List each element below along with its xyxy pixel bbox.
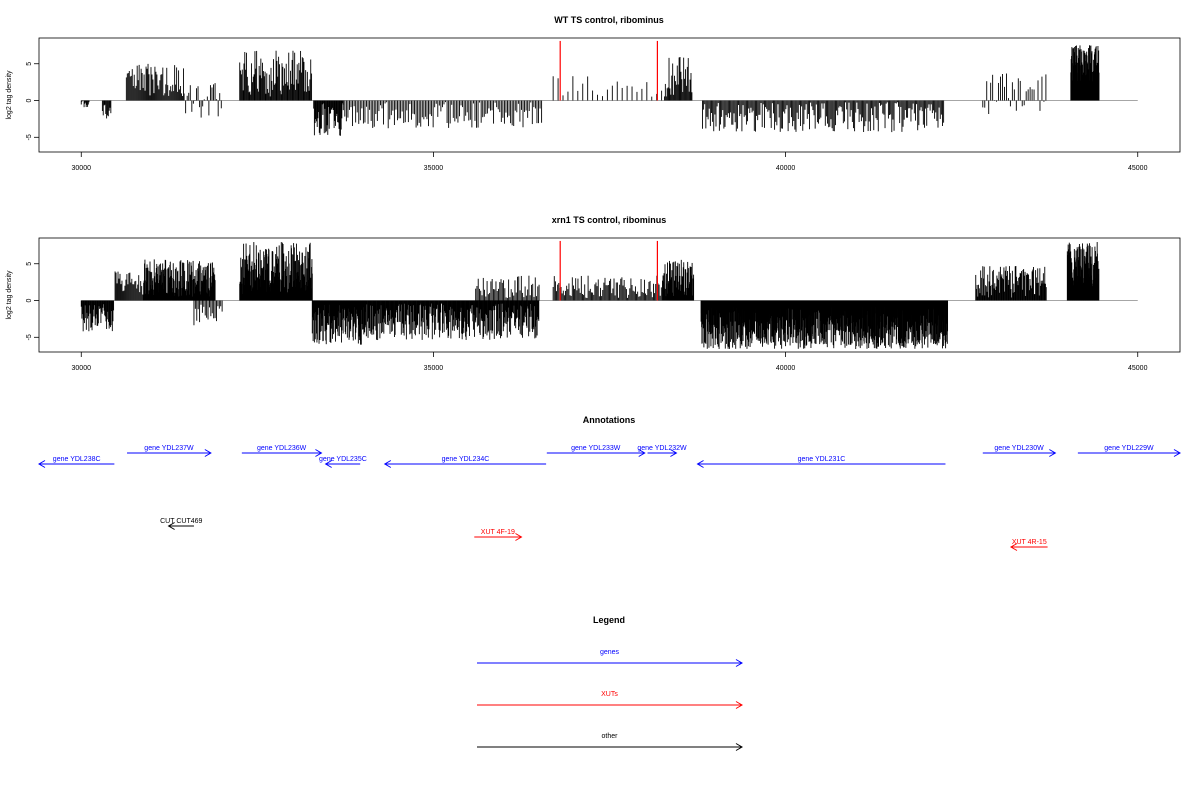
chart-title-xrn1: xrn1 TS control, ribominus [552, 215, 667, 225]
gene-label: gene YDL234C [442, 456, 490, 463]
plot-frame [38, 237, 1181, 353]
plot-area-wt: 30000 35000 40000 45000 -5 0 5 [26, 37, 1181, 172]
arrow-head [735, 659, 743, 667]
xut-arrow: XUT 4F-19 [474, 529, 523, 541]
gene-label: gene YDL236W [257, 445, 307, 452]
gene-arrow: gene YDL238C [38, 456, 115, 468]
gene-arrow: gene YDL230W [982, 445, 1057, 457]
arrow-head [383, 460, 392, 468]
y-tick-label: 0 [26, 298, 33, 302]
gene-arrow: gene YDL232W [637, 445, 687, 457]
xut-track: XUT 4F-19 XUT 4R-15 [474, 529, 1048, 551]
arrow-head [315, 449, 323, 457]
gene-arrow: gene YDL235C [319, 456, 367, 468]
gene-arrow: gene YDL234C [383, 456, 547, 468]
gene-arrow: gene YDL236W [241, 445, 323, 457]
arrow-head [1173, 449, 1181, 457]
legend-label: other [602, 733, 619, 740]
gene-track: gene YDL238C gene YDL237W gene YDL236W gene… [38, 445, 1181, 468]
arrow-head [515, 533, 523, 541]
gene-label: gene YDL238C [53, 456, 101, 463]
arrow-head [696, 460, 704, 468]
y-tick-label: 5 [26, 62, 33, 66]
bar-series [80, 242, 1100, 349]
x-tick-label: 30000 [72, 365, 92, 372]
x-tick-label: 30000 [72, 165, 92, 172]
other-label: CUT CUT469 [160, 518, 202, 525]
x-tick-label: 40000 [776, 365, 796, 372]
annotation-tracks: gene YDL238C gene YDL237W gene YDL236W gene… [38, 445, 1181, 551]
x-tick-label: 45000 [1128, 365, 1148, 372]
arrow-head [735, 743, 743, 751]
annotations-title: Annotations [583, 415, 636, 425]
arrow-head [1009, 543, 1018, 551]
gene-arrow: gene YDL237W [127, 445, 212, 457]
gene-label: gene YDL231C [798, 456, 846, 463]
arrow-head [1049, 449, 1057, 457]
arrow-head [735, 701, 743, 709]
gene-arrow: gene YDL229W [1077, 445, 1181, 457]
bar-series [80, 45, 1100, 136]
y-tick-label: 0 [26, 98, 33, 102]
gene-label: gene YDL230W [994, 445, 1044, 452]
legend-label: genes [600, 649, 620, 656]
arrow-head [324, 460, 332, 468]
gene-arrow: gene YDL233W [546, 445, 646, 457]
y-axis-label-xrn1: log2 tag density [6, 270, 13, 320]
legend-label: XUTs [601, 691, 618, 698]
panel-wt: WT TS control, ribominus log2 tag densit… [6, 15, 1181, 172]
arrow-head [167, 522, 175, 530]
plot-area-xrn1: 30000 35000 40000 45000 -5 0 5 [26, 237, 1181, 372]
x-tick-label: 35000 [424, 165, 444, 172]
legend-items: genes XUTs other [477, 649, 743, 751]
gene-label: gene YDL237W [144, 445, 194, 452]
gene-label: gene YDL235C [319, 456, 367, 463]
other-arrow: CUT CUT469 [160, 518, 203, 530]
legend-item: other [477, 733, 743, 751]
gene-label: gene YDL229W [1104, 445, 1154, 452]
panel-xrn1: xrn1 TS control, ribominus log2 tag dens… [6, 215, 1181, 372]
y-tick-label: -5 [26, 134, 33, 140]
x-tick-label: 40000 [776, 165, 796, 172]
xut-label: XUT 4F-19 [481, 529, 515, 536]
xut-label: XUT 4R-15 [1012, 539, 1047, 546]
xut-arrow: XUT 4R-15 [1009, 539, 1048, 551]
plot-frame [38, 37, 1181, 153]
gene-arrow: gene YDL231C [696, 456, 946, 468]
legend-panel: Legend genes XUTs other [477, 615, 743, 751]
chart-title-wt: WT TS control, ribominus [554, 15, 664, 25]
y-axis-label-wt: log2 tag density [6, 70, 13, 120]
arrow-head [638, 449, 646, 457]
other-track: CUT CUT469 [160, 518, 203, 530]
arrow-head [670, 449, 678, 457]
legend-title: Legend [593, 615, 625, 625]
y-tick-label: -5 [26, 334, 33, 340]
gene-label: gene YDL232W [637, 445, 687, 452]
arrow-head [38, 460, 46, 468]
y-tick-label: 5 [26, 262, 33, 266]
x-tick-label: 35000 [424, 365, 444, 372]
arrow-head [204, 449, 212, 457]
legend-item: genes [477, 649, 743, 667]
legend-item: XUTs [477, 691, 743, 709]
gene-label: gene YDL233W [571, 445, 621, 452]
x-tick-label: 45000 [1128, 165, 1148, 172]
